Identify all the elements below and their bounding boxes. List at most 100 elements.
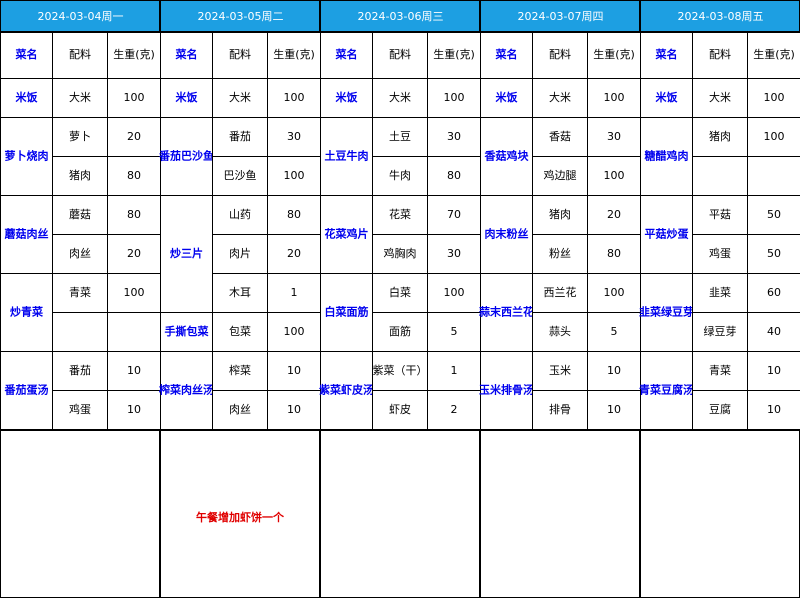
- column-header: 生重(克): [433, 47, 475, 61]
- ingredient-weight: 40: [767, 325, 781, 338]
- ingredient-cell: [212, 351, 268, 391]
- ingredient-cell: [532, 234, 588, 274]
- column-header: 生重(克): [593, 47, 635, 61]
- date-label: 2024-03-07周四: [518, 10, 604, 23]
- ingredient-weight: 50: [767, 208, 781, 221]
- ingredient-cell: [532, 351, 588, 391]
- weight-cell: [427, 273, 481, 313]
- ingredient-weight: 100: [604, 169, 625, 182]
- ingredient-name: 番茄: [69, 363, 91, 377]
- weight-cell: [587, 273, 641, 313]
- ingredient-name: 猪肉: [69, 169, 91, 182]
- dish-cell: [480, 273, 533, 352]
- ingredient-cell: [52, 351, 108, 391]
- ingredient-weight: 1: [291, 286, 298, 299]
- ingredient-weight: 20: [607, 208, 621, 221]
- ingredient-weight: 20: [127, 130, 141, 143]
- ingredient-name: 肉丝: [229, 403, 251, 416]
- dish-cell: [160, 351, 213, 430]
- column-header-cell: [692, 32, 748, 79]
- ingredient-cell: [52, 78, 108, 118]
- dish-name: 萝卜烧肉: [5, 149, 49, 163]
- dish-name: 米饭: [495, 90, 518, 104]
- ingredient-name: 大米: [389, 90, 411, 104]
- ingredient-weight: 10: [767, 403, 781, 416]
- weight-cell: [747, 117, 800, 157]
- ingredient-weight: 10: [287, 403, 301, 416]
- weight-cell: [587, 312, 641, 352]
- dish-name: 蒜末西兰花: [479, 305, 534, 319]
- column-header-cell: [532, 32, 588, 79]
- weight-cell: [587, 78, 641, 118]
- ingredient-name: 蘑菇: [69, 207, 91, 221]
- date-label: 2024-03-05周二: [198, 10, 284, 23]
- dish-cell: [0, 273, 53, 352]
- column-header-cell: [160, 32, 213, 79]
- bottom-cell: [160, 430, 320, 598]
- weight-cell: [267, 312, 321, 352]
- weight-cell: [587, 390, 641, 430]
- ingredient-weight: 80: [447, 169, 461, 182]
- ingredient-name: 紫菜（干）: [373, 364, 428, 377]
- ingredient-weight: 70: [447, 208, 461, 221]
- ingredient-name: 猪肉: [709, 130, 731, 143]
- weight-cell: [107, 117, 161, 157]
- column-header: 配料: [229, 47, 251, 61]
- dish-cell: [640, 351, 693, 430]
- ingredient-name: 绿豆芽: [704, 324, 737, 338]
- ingredient-cell: [532, 156, 588, 196]
- dish-name: 番茄巴沙鱼: [158, 149, 214, 163]
- ingredient-cell: [692, 156, 748, 196]
- ingredient-name: 面筋: [389, 324, 411, 338]
- ingredient-name: 牛肉: [389, 168, 411, 182]
- dish-cell: [320, 351, 373, 430]
- dish-name: 香菇鸡块: [484, 149, 530, 163]
- dish-name: 花菜鸡片: [325, 227, 369, 241]
- dish-name: 糖醋鸡肉: [645, 149, 689, 163]
- ingredient-name: 香菇: [549, 129, 571, 143]
- ingredient-weight: 1: [451, 364, 458, 377]
- weight-cell: [107, 234, 161, 274]
- ingredient-cell: [52, 195, 108, 235]
- ingredient-weight: 60: [767, 286, 781, 299]
- weight-cell: [267, 234, 321, 274]
- dish-name: 米饭: [15, 90, 38, 104]
- ingredient-weight: 20: [127, 247, 141, 260]
- dish-name: 炒青菜: [10, 305, 44, 319]
- column-header-cell: [372, 32, 428, 79]
- dish-name: 平菇炒蛋: [645, 227, 690, 241]
- ingredient-name: 萝卜: [69, 130, 91, 143]
- weight-cell: [107, 351, 161, 391]
- weight-cell: [747, 156, 800, 196]
- ingredient-weight: 30: [447, 247, 461, 260]
- ingredient-weight: 10: [127, 364, 141, 377]
- column-header: 生重(克): [753, 47, 795, 61]
- column-header: 配料: [709, 47, 731, 61]
- ingredient-name: 豆腐: [709, 402, 731, 416]
- ingredient-weight: 100: [764, 91, 785, 104]
- dish-cell: [320, 195, 373, 274]
- ingredient-weight: 100: [444, 286, 465, 299]
- dish-name: 米饭: [655, 90, 678, 104]
- dish-name: 土豆牛肉: [325, 149, 369, 163]
- dish-cell: [160, 312, 213, 352]
- weight-cell: [107, 312, 161, 352]
- ingredient-cell: [372, 195, 428, 235]
- ingredient-cell: [372, 234, 428, 274]
- ingredient-cell: [532, 273, 588, 313]
- dish-name: 米饭: [175, 90, 198, 104]
- column-header-cell: [0, 32, 53, 79]
- ingredient-name: 青菜: [69, 286, 91, 299]
- ingredient-weight: 100: [124, 286, 145, 299]
- dish-cell: [640, 117, 693, 196]
- ingredient-name: 榨菜: [229, 363, 251, 377]
- dish-name: 番茄蛋汤: [4, 383, 49, 397]
- dish-name: 蘑菇肉丝: [5, 227, 49, 241]
- ingredient-cell: [372, 351, 428, 391]
- ingredient-cell: [372, 78, 428, 118]
- dish-name: 炒三片: [170, 246, 203, 260]
- ingredient-name: 木耳: [229, 286, 251, 299]
- ingredient-weight: 100: [284, 169, 305, 182]
- ingredient-cell: [532, 117, 588, 157]
